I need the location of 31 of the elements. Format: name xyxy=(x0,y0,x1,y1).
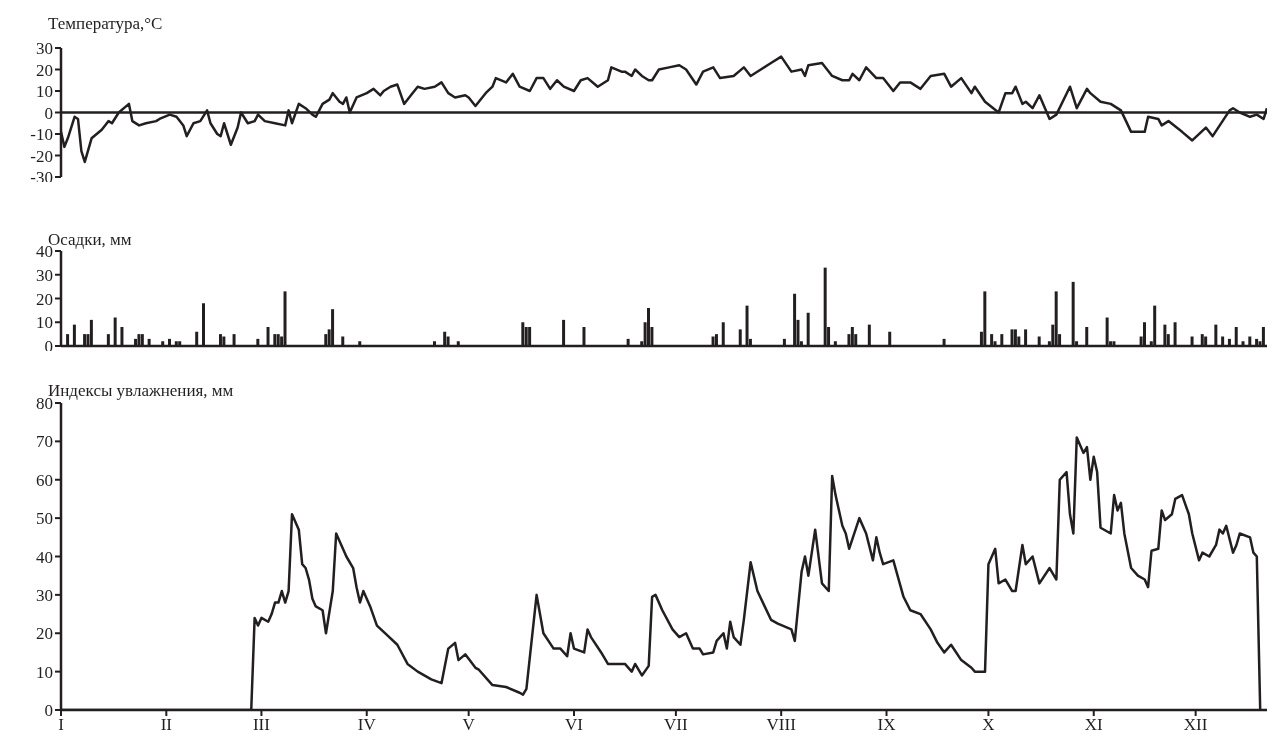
y-tick-label: -10 xyxy=(30,125,53,145)
x-tick-label: V xyxy=(462,715,476,735)
x-tick-label: XII xyxy=(1183,715,1208,735)
y-tick-label: 10 xyxy=(36,313,53,333)
y-tick-label: 20 xyxy=(36,289,53,309)
x-tick-label: II xyxy=(160,715,173,735)
y-tick-label: 20 xyxy=(36,60,53,80)
x-tick-label: III xyxy=(252,715,271,735)
y-axis-title: Индексы увлажнения, мм xyxy=(48,381,234,400)
x-tick-label: XI xyxy=(1084,715,1104,735)
y-tick-label: 40 xyxy=(36,547,53,567)
y-tick-label: 10 xyxy=(36,82,53,102)
x-tick-label: I xyxy=(58,715,65,735)
x-tick-label: IX xyxy=(877,715,896,735)
y-axis-title: Температура,°C xyxy=(48,14,163,34)
y-tick-label: 30 xyxy=(36,39,53,59)
y-tick-label: 0 xyxy=(44,103,53,123)
y-tick-label: 30 xyxy=(36,585,53,605)
y-tick-label: 10 xyxy=(36,662,53,682)
y-tick-label: 0 xyxy=(44,701,53,721)
y-tick-label: 20 xyxy=(36,624,53,644)
y-tick-label: 70 xyxy=(36,432,53,452)
y-tick-label: 60 xyxy=(36,470,53,490)
y-tick-label: 50 xyxy=(36,509,53,529)
x-tick-label: VIII xyxy=(766,715,797,735)
x-tick-label: IV xyxy=(357,715,377,735)
y-tick-label: 30 xyxy=(36,265,53,285)
x-tick-label: VII xyxy=(664,715,689,735)
y-tick-label: -20 xyxy=(30,146,53,166)
x-tick-label: VI xyxy=(565,715,584,735)
x-tick-label: X xyxy=(982,715,995,735)
